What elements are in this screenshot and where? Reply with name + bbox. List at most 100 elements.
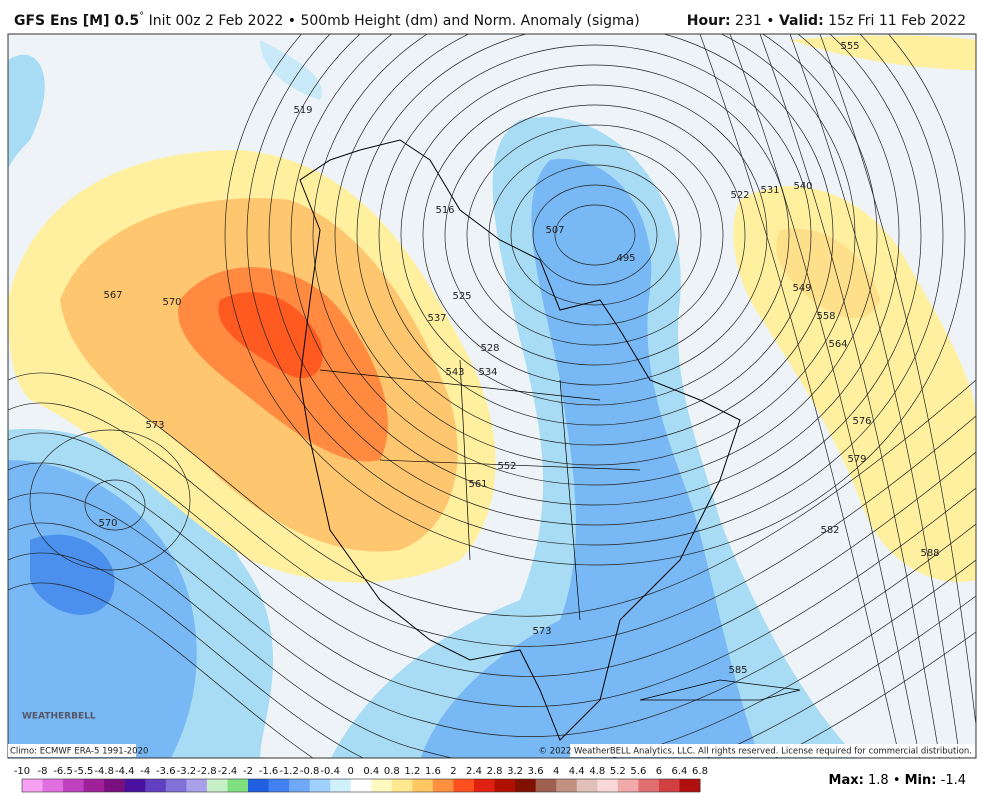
contour: [8, 432, 976, 677]
contour-label: 507: [545, 225, 564, 236]
contour: [819, 34, 976, 729]
contour-label: 528: [480, 343, 499, 354]
colorbar-swatch: [186, 779, 208, 792]
colorbar-swatch: [597, 779, 619, 792]
contour-label: 561: [468, 479, 487, 490]
colorbar-swatch: [83, 779, 105, 792]
contour-label: 585: [728, 665, 747, 676]
contour: [554, 204, 636, 266]
colorbar-label: 6.4: [672, 766, 688, 777]
contour-label: 516: [435, 205, 454, 216]
colorbar-label: -0.8: [300, 766, 320, 777]
colorbar-label: 3.2: [507, 766, 523, 777]
colorbar-label: -1.2: [279, 766, 299, 777]
anomaly: [218, 292, 323, 379]
colorbar-label: -4: [140, 766, 150, 777]
colorbar-swatch: [248, 779, 270, 792]
contour: [532, 184, 658, 286]
colorbar-label: -2: [243, 766, 253, 777]
colorbar-swatch: [289, 779, 311, 792]
contour-label: 567: [103, 290, 122, 301]
colorbar-label: -5.5: [74, 766, 94, 777]
colorbar-label: 2.4: [466, 766, 482, 777]
colorbar-swatch: [309, 779, 331, 792]
colorbar-label: 6: [656, 766, 662, 777]
contour: [8, 492, 976, 737]
colorbar-swatch: [556, 779, 578, 792]
colorbar-swatch: [576, 779, 598, 792]
contours: [8, 34, 976, 758]
anomaly: [8, 54, 45, 170]
colorbar-label: 5.6: [630, 766, 646, 777]
contour: [8, 582, 976, 758]
contour-label: 579: [847, 454, 866, 465]
anomaly: [30, 534, 115, 615]
colorbar-label: -4.4: [115, 766, 135, 777]
colorbar-label: 4: [553, 766, 559, 777]
contour-label: 525: [452, 291, 471, 302]
anomaly: [733, 186, 976, 582]
colorbar-swatch: [432, 779, 454, 792]
contour: [699, 34, 900, 758]
contour: [400, 64, 790, 406]
contour: [356, 34, 834, 446]
colorbar-label: -0.4: [320, 766, 340, 777]
coastline: [639, 679, 801, 701]
colorbar-swatch: [638, 779, 660, 792]
colorbar: -10 -8 -6.5 -5.5 -4.8 -4.4 -4 -3.6 -3.2 -2.8 -2.4-…: [14, 766, 708, 793]
contour: [510, 164, 680, 306]
colorbar-swatch: [63, 779, 85, 792]
contour-label: 576: [852, 416, 871, 427]
colorbar-label: 4.8: [589, 766, 605, 777]
contour: [378, 44, 812, 426]
colorbar-label: 5.2: [610, 766, 626, 777]
colorbar-swatch: [679, 779, 701, 792]
colorbar-label: 0: [348, 766, 354, 777]
colorbar-swatch: [494, 779, 516, 792]
contour: [8, 552, 976, 758]
map: WEATHERBELL 519 516 525 537 528 534 543 552 561 5…: [8, 34, 976, 758]
colorbar-label: -2.4: [218, 766, 238, 777]
colorbar-swatch: [42, 779, 64, 792]
contour-label: 573: [145, 420, 164, 431]
anomaly: [8, 460, 197, 758]
contour-label: 570: [162, 297, 181, 308]
contour-label: 564: [828, 339, 847, 350]
colorbar-swatch: [227, 779, 249, 792]
colorbar-label: -10: [14, 766, 30, 777]
contour: [422, 84, 768, 386]
colorbar-swatch: [515, 779, 537, 792]
contour: [8, 372, 976, 617]
colorbar-label: -3.6: [156, 766, 176, 777]
contour: [224, 34, 966, 566]
contour-label: 531: [760, 185, 779, 196]
logo: WEATHERBELL: [22, 712, 96, 722]
colorbar-swatch: [330, 779, 352, 792]
contour: [488, 144, 702, 326]
header-valid: Hour: 231 • Valid: 15z Fri 11 Feb 2022: [687, 13, 966, 29]
colorbar-label: -2.8: [197, 766, 217, 777]
colorbar-swatch: [535, 779, 557, 792]
colorbar-swatch: [658, 779, 680, 792]
contour: [789, 34, 961, 758]
contour: [759, 34, 941, 758]
colorbar-swatch: [104, 779, 126, 792]
contour-label: 522: [730, 190, 749, 201]
contour-label: 582: [820, 525, 839, 536]
borders: [319, 359, 641, 621]
contour-label: 519: [293, 105, 312, 116]
contour: [8, 462, 976, 707]
contour-label: 534: [478, 367, 497, 378]
contour: [268, 34, 922, 526]
contour: [84, 479, 146, 531]
colorbar-label: -8: [38, 766, 48, 777]
contour: [8, 522, 976, 758]
colorbar-label: 0.8: [384, 766, 400, 777]
colorbar-label: -4.8: [94, 766, 114, 777]
colorbar-swatch: [165, 779, 187, 792]
contour-label: 543: [445, 367, 464, 378]
contour-label: 495: [616, 253, 635, 264]
colorbar-swatch: [453, 779, 475, 792]
colorbar-swatch: [145, 779, 167, 792]
